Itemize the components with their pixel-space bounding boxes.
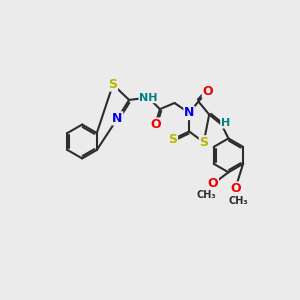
Text: CH₃: CH₃ — [229, 196, 248, 206]
Text: N: N — [184, 106, 194, 119]
Text: S: S — [108, 78, 117, 91]
Text: CH₃: CH₃ — [196, 190, 216, 200]
Text: O: O — [150, 118, 160, 131]
Text: N: N — [112, 112, 123, 125]
Text: NH: NH — [139, 93, 158, 103]
Text: O: O — [208, 177, 218, 190]
Text: O: O — [202, 85, 213, 98]
Text: H: H — [221, 118, 230, 128]
Text: S: S — [169, 133, 178, 146]
Text: O: O — [230, 182, 241, 195]
Text: S: S — [199, 136, 208, 149]
